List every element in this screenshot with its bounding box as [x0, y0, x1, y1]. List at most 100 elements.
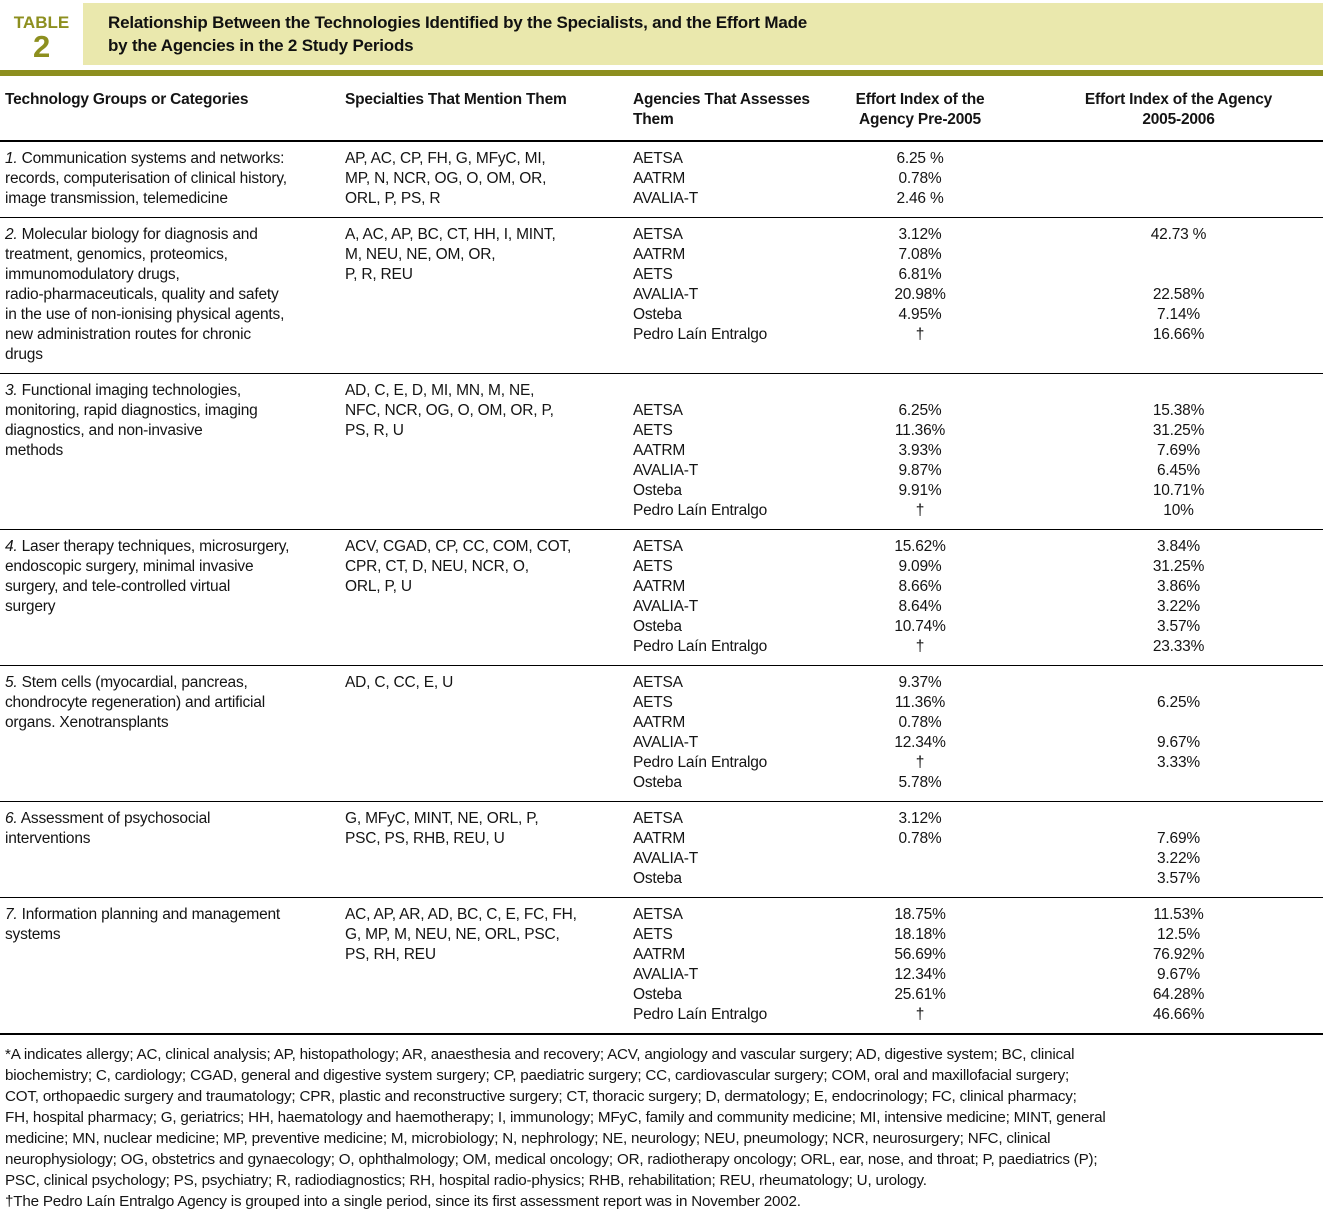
effort-pre2005-value: 0.78% [898, 830, 942, 847]
agency-name: AVALIA-T [633, 734, 699, 751]
table-title-band: Relationship Between the Technologies Id… [83, 3, 1323, 65]
effort-pre2005-value: 12.34% [894, 734, 946, 751]
effort-pre2005-value: 3.12% [898, 226, 942, 243]
effort-2005-2006-value: 31.25% [1152, 558, 1205, 575]
agency-name: AATRM [633, 830, 686, 847]
category-text: Communication systems and networks: reco… [5, 150, 287, 207]
category-cell: 6. Assessment of psychosocial interventi… [0, 809, 345, 889]
effort-2005-2006-value [1034, 773, 1323, 793]
effort-pre2005-value: † [915, 326, 925, 343]
agency-name: AATRM [633, 246, 686, 263]
effort-2005-2006-value [1034, 245, 1323, 265]
effort-2005-2006-cell: 15.38% 31.25% 7.69% 6.45% 10.71% 10% [1010, 381, 1323, 521]
category-text: Functional imaging technologies, monitor… [5, 382, 258, 459]
column-header-effort-pre2005: Effort Index of the Agency Pre-2005 [855, 91, 985, 128]
effort-pre2005-value [830, 849, 1010, 869]
effort-2005-2006-value [1034, 169, 1323, 189]
effort-2005-2006-value [1034, 189, 1323, 209]
row-number: 1. [5, 150, 18, 167]
effort-pre2005-cell: 15.62% 9.09% 8.66% 8.64% 10.74% † [830, 537, 1010, 657]
row-number: 7. [5, 906, 18, 923]
table-number: 2 [32, 29, 51, 64]
agency-name: AETSA [633, 674, 683, 691]
effort-pre2005-value: 15.62% [894, 538, 946, 555]
effort-2005-2006-value: 6.45% [1157, 462, 1200, 479]
effort-2005-2006-cell: 6.25% 9.67% 3.33% [1010, 673, 1323, 793]
effort-pre2005-value: 8.64% [898, 598, 942, 615]
effort-2005-2006-value: 3.22% [1157, 850, 1200, 867]
effort-pre2005-cell: 18.75% 18.18% 56.69% 12.34% 25.61% † [830, 905, 1010, 1025]
effort-pre2005-value: 4.95% [898, 306, 942, 323]
column-header-specialties: Specialties That Mention Them [345, 91, 567, 108]
category-text: Information planning and management syst… [5, 906, 281, 943]
effort-pre2005-value: 11.36% [894, 422, 946, 439]
agency-name: Pedro Laín Entralgo [633, 326, 768, 343]
specialties-cell: AP, AC, CP, FH, G, MFyC, MI, MP, N, NCR,… [345, 150, 547, 207]
effort-2005-2006-cell: 42.73 % 22.58% 7.14% 16.66% [1010, 225, 1323, 365]
effort-2005-2006-value: 46.66% [1152, 1006, 1205, 1023]
effort-2005-2006-value: 10% [1163, 502, 1194, 519]
effort-pre2005-value: † [915, 1006, 925, 1023]
effort-pre2005-value: 0.78% [898, 714, 942, 731]
effort-2005-2006-value: 7.69% [1157, 830, 1200, 847]
agency-name: AETSA [633, 402, 683, 419]
effort-2005-2006-value: 3.22% [1157, 598, 1200, 615]
agency-name: AETS [633, 558, 673, 575]
effort-2005-2006-value: 42.73 % [1150, 226, 1207, 243]
agency-name: AVALIA-T [633, 598, 699, 615]
effort-pre2005-value: 9.09% [898, 558, 942, 575]
effort-pre2005-cell: 9.37% 11.36% 0.78% 12.34% † 5.78% [830, 673, 1010, 793]
effort-pre2005-value: 10.74% [894, 618, 946, 635]
agency-name: Osteba [633, 986, 682, 1003]
specialties-cell: AC, AP, AR, AD, BC, C, E, FC, FH, G, MP,… [345, 906, 577, 963]
effort-pre2005-value: 7.08% [898, 246, 942, 263]
effort-2005-2006-value: 3.33% [1157, 754, 1200, 771]
agency-name: Osteba [633, 870, 682, 887]
agency-name: AETS [633, 422, 673, 439]
agency-name: Pedro Laín Entralgo [633, 502, 768, 519]
table-header: TABLE 2 Relationship Between the Technol… [0, 0, 1323, 65]
header-rule [0, 70, 1323, 76]
footnote-dagger: †The Pedro Laín Entralgo Agency is group… [5, 1193, 801, 1210]
table-row: 5. Stem cells (myocardial, pancreas, cho… [0, 666, 1323, 802]
effort-2005-2006-value: 3.86% [1157, 578, 1200, 595]
effort-2005-2006-value: 22.58% [1152, 286, 1205, 303]
effort-pre2005-value [830, 869, 1010, 889]
effort-pre2005-value: 20.98% [894, 286, 946, 303]
effort-2005-2006-value: 16.66% [1152, 326, 1205, 343]
specialties-cell: G, MFyC, MINT, NE, ORL, P, PSC, PS, RHB,… [345, 810, 539, 847]
category-cell: 7. Information planning and management s… [0, 905, 345, 1025]
footnote-abbreviations: *A indicates allergy; AC, clinical analy… [5, 1046, 1106, 1189]
category-cell: 2. Molecular biology for diagnosis and t… [0, 225, 345, 365]
agency-name: Osteba [633, 306, 682, 323]
column-header-effort-2005-2006: Effort Index of the Agency 2005-2006 [1084, 91, 1273, 128]
agency-name: AETS [633, 926, 673, 943]
effort-pre2005-value: 9.37% [898, 674, 942, 691]
row-number: 4. [5, 538, 18, 555]
effort-2005-2006-value [1034, 713, 1323, 733]
effort-2005-2006-value: 7.69% [1157, 442, 1200, 459]
agency-name: AETS [633, 266, 673, 283]
effort-2005-2006-value: 9.67% [1157, 734, 1200, 751]
agency-name: AVALIA-T [633, 286, 699, 303]
effort-2005-2006-value: 15.38% [1152, 402, 1205, 419]
agencies-cell: AETSA AATRM AVALIA-T [628, 149, 830, 209]
category-cell: 5. Stem cells (myocardial, pancreas, cho… [0, 673, 345, 793]
column-header-technology-groups: Technology Groups or Categories [5, 91, 249, 108]
effort-pre2005-value: 11.36% [894, 694, 946, 711]
effort-2005-2006-value: 9.67% [1157, 966, 1200, 983]
agencies-cell: AETSA AETS AATRM AVALIA-T Osteba Pedro L… [628, 381, 830, 521]
agency-name: AATRM [633, 578, 686, 595]
agency-name: AATRM [633, 442, 686, 459]
effort-pre2005-value: † [915, 638, 925, 655]
category-text: Stem cells (myocardial, pancreas, chondr… [5, 674, 265, 731]
effort-2005-2006-cell [1010, 149, 1323, 209]
effort-2005-2006-value: 11.53% [1153, 906, 1204, 923]
row-number: 5. [5, 674, 18, 691]
table-label: TABLE [13, 13, 70, 32]
row-number: 6. [5, 810, 18, 827]
category-cell: 3. Functional imaging technologies, moni… [0, 381, 345, 521]
effort-pre2005-cell: 3.12% 0.78% [830, 809, 1010, 889]
effort-2005-2006-value: 6.25% [1157, 694, 1200, 711]
